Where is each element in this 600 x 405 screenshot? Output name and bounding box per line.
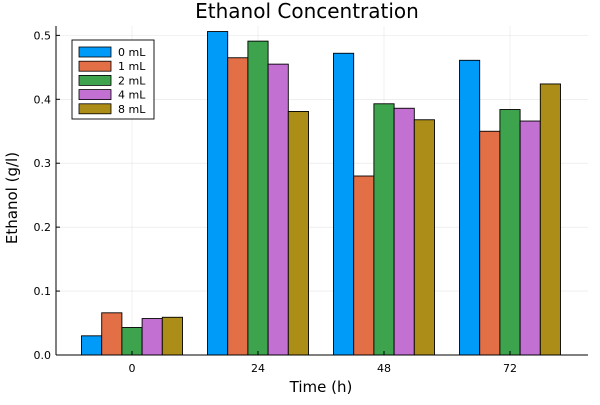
legend-swatch [78,46,112,58]
x-tick-label: 0 [129,362,136,375]
legend-label: 0 mL [118,46,146,59]
bar-2ml-72 [499,109,521,356]
bar-4ml-48 [393,107,415,356]
bar-0ml-0 [81,335,103,356]
y-tick-label: 0.5 [34,29,52,42]
legend-label: 8 mL [118,103,146,116]
y-axis-title: Ethanol (g/l) [3,152,21,244]
bar-0ml-24 [207,31,229,356]
bar-1ml-48 [353,175,375,356]
bar-1ml-24 [227,57,249,356]
x-tick-label: 48 [377,362,391,375]
legend-label: 2 mL [118,74,146,87]
bar-2ml-0 [121,327,143,356]
bar-0ml-72 [459,59,481,356]
y-tick-label: 0.0 [34,349,52,362]
bar-4ml-72 [519,120,541,356]
y-tick-label: 0.2 [34,221,52,234]
bar-8ml-0 [161,316,183,356]
legend-label: 1 mL [118,60,146,73]
legend-swatch [78,75,112,86]
chart-title: Ethanol Concentration [195,0,419,23]
y-tick-label: 0.4 [34,93,52,106]
y-tick-label: 0.1 [34,285,52,298]
bar-2ml-48 [373,103,395,356]
bar-8ml-48 [413,119,435,356]
legend-swatch [78,89,112,100]
bar-4ml-0 [141,318,163,356]
bar-0ml-48 [333,52,355,356]
x-tick-label: 72 [503,362,517,375]
bar-2ml-24 [247,40,269,356]
bar-1ml-72 [479,130,501,356]
x-axis-title: Time (h) [289,378,353,396]
bar-4ml-24 [267,63,289,356]
legend-swatch [78,103,112,115]
y-tick-label: 0.3 [34,157,52,170]
bar-8ml-24 [287,110,309,356]
bar-1ml-0 [101,312,123,356]
bar-8ml-72 [539,83,561,356]
legend-swatch [78,60,112,72]
x-tick-label: 24 [251,362,265,375]
legend-label: 4 mL [118,89,146,102]
